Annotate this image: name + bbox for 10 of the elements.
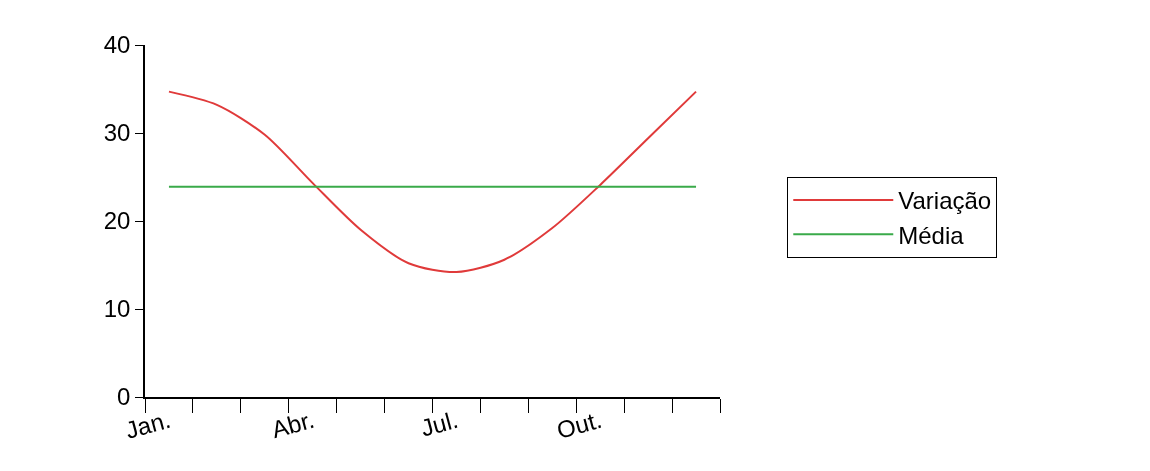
y-tick-label: 40: [103, 31, 131, 59]
legend-label: Variação: [898, 187, 992, 215]
y-tick-label: 10: [103, 295, 131, 323]
x-tick-label: Out.: [553, 405, 605, 444]
line-series: [167, 90, 698, 274]
x-tick-label: Jul.: [417, 405, 461, 442]
y-tick-label: 20: [103, 207, 131, 235]
x-tick-label: Abr.: [268, 405, 318, 444]
legend-label: Média: [898, 221, 965, 249]
y-tick-label: 30: [103, 119, 131, 147]
